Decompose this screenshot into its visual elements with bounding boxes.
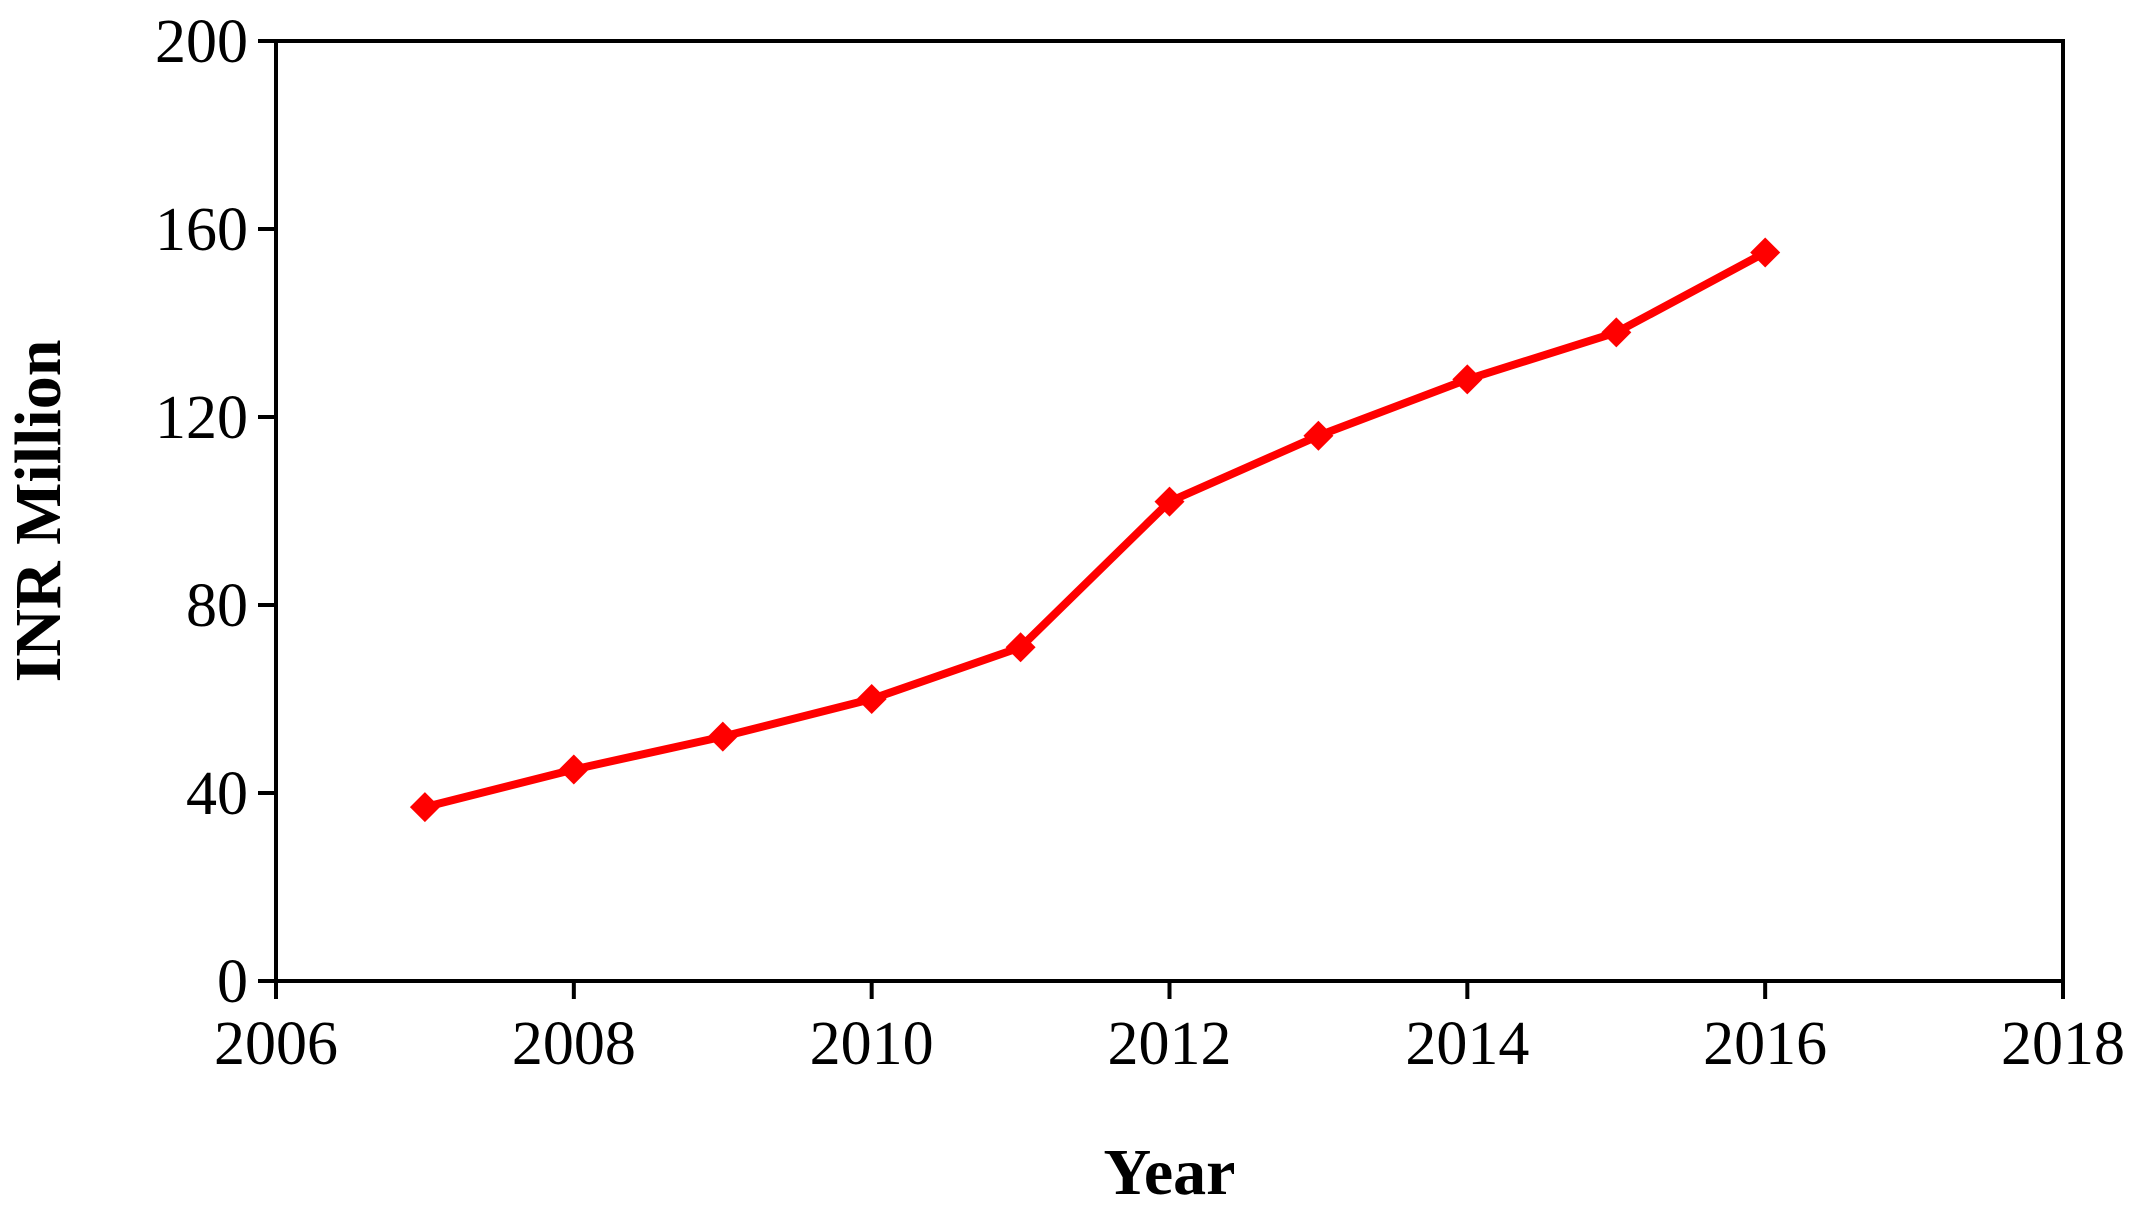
y-tick-label: 0 xyxy=(217,948,248,1016)
y-tick-label: 120 xyxy=(155,384,248,452)
x-tick-label: 2008 xyxy=(512,1010,636,1078)
y-tick-label: 200 xyxy=(155,8,248,76)
data-point-marker xyxy=(856,684,887,714)
data-point-marker xyxy=(1750,237,1781,268)
data-point-marker xyxy=(409,792,440,823)
x-axis: 2006 2008 2010 2012 2014 2016 2018 xyxy=(214,981,2125,1078)
y-tick-label: 80 xyxy=(186,572,248,640)
y-tick-label: 40 xyxy=(186,760,248,828)
data-point-marker xyxy=(1005,632,1036,663)
x-tick-label: 2016 xyxy=(1703,1010,1827,1078)
data-point-marker xyxy=(1601,317,1632,348)
series-line xyxy=(420,248,1770,812)
data-point-marker xyxy=(1154,486,1185,517)
x-tick-label: 2010 xyxy=(810,1010,934,1078)
x-tick-label: 2014 xyxy=(1405,1010,1529,1078)
data-point-marker xyxy=(558,754,589,785)
y-axis: 0 40 80 120 160 200 xyxy=(155,8,276,1016)
data-point-marker xyxy=(707,721,738,752)
series-layer xyxy=(409,237,1781,823)
x-axis-title: Year xyxy=(1104,1136,1236,1209)
y-axis-title: INR Million xyxy=(2,340,75,683)
data-point-marker xyxy=(1452,364,1483,395)
y-tick-label: 160 xyxy=(155,196,248,264)
x-tick-label: 2018 xyxy=(2001,1010,2125,1078)
data-point-marker xyxy=(1303,420,1334,451)
x-tick-label: 2012 xyxy=(1108,1010,1232,1078)
x-tick-label: 2006 xyxy=(214,1010,338,1078)
